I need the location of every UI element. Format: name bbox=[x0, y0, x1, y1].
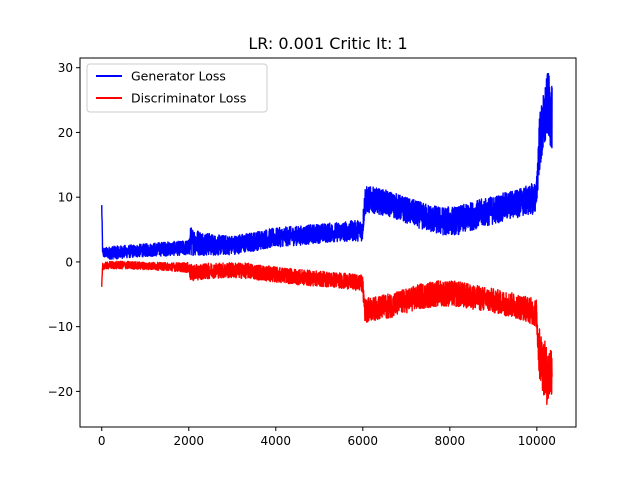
x-axis: 0 2000 4000 6000 8000 10000 bbox=[98, 427, 556, 448]
x-tick-label: 4000 bbox=[261, 434, 292, 448]
x-tick-label: 10000 bbox=[518, 434, 556, 448]
chart-title: LR: 0.001 Critic It: 1 bbox=[248, 34, 407, 53]
plot-frame bbox=[79, 57, 577, 428]
y-tick-label: 0 bbox=[65, 255, 73, 269]
y-tick-label: −10 bbox=[48, 320, 73, 334]
legend-label-discriminator: Discriminator Loss bbox=[131, 91, 246, 106]
discriminator-loss-line bbox=[101, 260, 553, 406]
x-tick-label: 0 bbox=[98, 434, 106, 448]
legend-label-generator: Generator Loss bbox=[131, 69, 226, 84]
legend-box bbox=[86, 63, 268, 113]
legend: Generator Loss Discriminator Loss bbox=[86, 63, 268, 113]
generator-loss-line bbox=[101, 72, 553, 260]
y-tick-label: 30 bbox=[58, 61, 73, 75]
x-tick-label: 6000 bbox=[348, 434, 379, 448]
y-axis: −20 −10 0 10 20 30 bbox=[48, 61, 80, 399]
series-layer bbox=[101, 72, 553, 406]
y-tick-label: 20 bbox=[58, 126, 73, 140]
x-tick-label: 2000 bbox=[173, 434, 204, 448]
y-tick-label: −20 bbox=[48, 385, 73, 399]
x-tick-label: 8000 bbox=[435, 434, 466, 448]
y-tick-label: 10 bbox=[58, 191, 73, 205]
